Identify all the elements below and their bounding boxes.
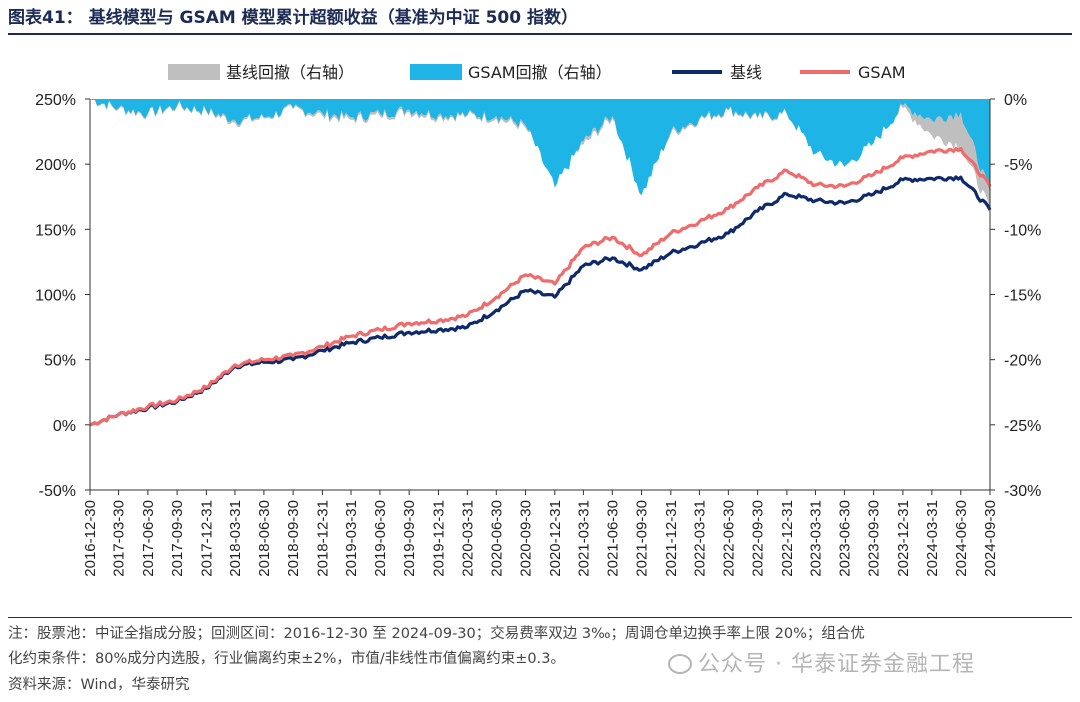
legend-baseline-drawdown-swatch bbox=[168, 64, 220, 80]
x-tick-label: 2024-06-30 bbox=[953, 500, 970, 577]
x-tick-label: 2021-03-31 bbox=[575, 500, 592, 577]
x-tick-label: 2019-12-31 bbox=[430, 500, 447, 577]
x-tick-label: 2023-06-30 bbox=[836, 500, 853, 577]
x-tick-label: 2020-09-30 bbox=[518, 500, 535, 577]
y-left-tick-label: -50% bbox=[39, 483, 76, 500]
legend-label: GSAM回撤（右轴） bbox=[468, 63, 612, 82]
x-tick-label: 2021-06-30 bbox=[604, 500, 621, 577]
x-tick-label: 2023-12-31 bbox=[895, 500, 912, 577]
x-tick-label: 2021-12-31 bbox=[663, 500, 680, 577]
y-right-tick-label: -15% bbox=[1004, 288, 1041, 305]
y-left-tick-label: 100% bbox=[35, 288, 76, 305]
legend-gsam-drawdown-swatch bbox=[410, 64, 462, 80]
x-tick-label: 2017-06-30 bbox=[140, 500, 157, 577]
cumulative-excess-return-chart: 基线回撤（右轴） GSAM回撤（右轴） 基线 GSAM -50% 0% 50% 100% 15… bbox=[35, 63, 1041, 577]
x-tick-label: 2020-06-30 bbox=[488, 500, 505, 577]
x-tick-label: 2022-12-31 bbox=[779, 500, 796, 577]
y-left-tick-label: 50% bbox=[44, 353, 76, 370]
title-rule bbox=[8, 33, 1072, 35]
x-tick-label: 2024-03-31 bbox=[924, 500, 941, 577]
x-tick-label: 2018-12-31 bbox=[314, 500, 331, 577]
x-tick-label: 2018-09-30 bbox=[285, 500, 302, 577]
x-tick-label: 2022-03-31 bbox=[691, 500, 708, 577]
x-tick-label: 2018-03-31 bbox=[227, 500, 244, 577]
chart-legend: 基线回撤（右轴） GSAM回撤（右轴） 基线 GSAM bbox=[168, 63, 906, 82]
gsam-drawdown-area bbox=[90, 99, 990, 196]
x-tick-label: 2019-03-31 bbox=[343, 500, 360, 577]
x-tick-label: 2016-12-30 bbox=[82, 500, 99, 577]
drawdown-areas bbox=[90, 99, 990, 210]
y-right-tick-label: -10% bbox=[1004, 222, 1041, 239]
notes-rule bbox=[8, 617, 1072, 618]
x-tick-label: 2023-03-31 bbox=[807, 500, 824, 577]
x-tick-label: 2019-09-30 bbox=[401, 500, 418, 577]
y-left-tick-label: 250% bbox=[35, 92, 76, 109]
figure-title: 图表41： 基线模型与 GSAM 模型累计超额收益（基准为中证 500 指数） bbox=[8, 8, 579, 28]
gsam-line bbox=[89, 146, 992, 427]
legend-label: 基线 bbox=[730, 63, 762, 82]
y-right-tick-label: -30% bbox=[1004, 483, 1041, 500]
source-line: 资料来源：Wind，华泰研究 bbox=[8, 677, 190, 693]
x-tick-label: 2017-12-31 bbox=[198, 500, 215, 577]
legend-label: 基线回撤（右轴） bbox=[226, 63, 354, 82]
y-left-tick-label: 150% bbox=[35, 222, 76, 239]
y-left-tick-label: 0% bbox=[53, 418, 76, 435]
x-tick-label: 2017-03-30 bbox=[111, 500, 128, 577]
note-line-2: 化约束条件：80%成分内选股，行业偏离约束±2%，市值/非线性市值偏离约束±0.… bbox=[8, 651, 565, 667]
y-right-tick-label: -20% bbox=[1004, 353, 1041, 370]
x-tick-label: 2021-09-30 bbox=[634, 500, 651, 577]
x-tick-label: 2019-06-30 bbox=[372, 500, 389, 577]
y-left-tick-label: 200% bbox=[35, 157, 76, 174]
x-tick-label: 2023-09-30 bbox=[866, 500, 883, 577]
x-tick-label: 2020-12-31 bbox=[547, 500, 564, 577]
baseline-line bbox=[89, 175, 992, 427]
legend-label: GSAM bbox=[858, 63, 906, 82]
x-tick-label: 2020-03-31 bbox=[459, 500, 476, 577]
x-tick-label: 2022-06-30 bbox=[720, 500, 737, 577]
y-right-tick-label: 0% bbox=[1004, 92, 1027, 109]
watermark-text: 公众号 · 华泰证券金融工程 bbox=[698, 652, 975, 677]
x-tick-label: 2022-09-30 bbox=[750, 500, 767, 577]
y-right-tick-label: -25% bbox=[1004, 418, 1041, 435]
x-tick-label: 2018-06-30 bbox=[256, 500, 273, 577]
return-lines bbox=[89, 146, 992, 427]
chart-axes: -50% 0% 50% 100% 150% 200% 250% -30% -25% -20% -15… bbox=[35, 92, 1041, 577]
note-line-1: 注：股票池：中证全指成分股；回测区间：2016-12-30 至 2024-09-… bbox=[8, 626, 865, 642]
watermark: 公众号 · 华泰证券金融工程 bbox=[668, 646, 975, 678]
x-tick-label: 2017-09-30 bbox=[169, 500, 186, 577]
y-right-tick-label: -5% bbox=[1004, 157, 1032, 174]
x-tick-label: 2024-09-30 bbox=[982, 500, 999, 577]
wechat-icon bbox=[668, 654, 692, 674]
